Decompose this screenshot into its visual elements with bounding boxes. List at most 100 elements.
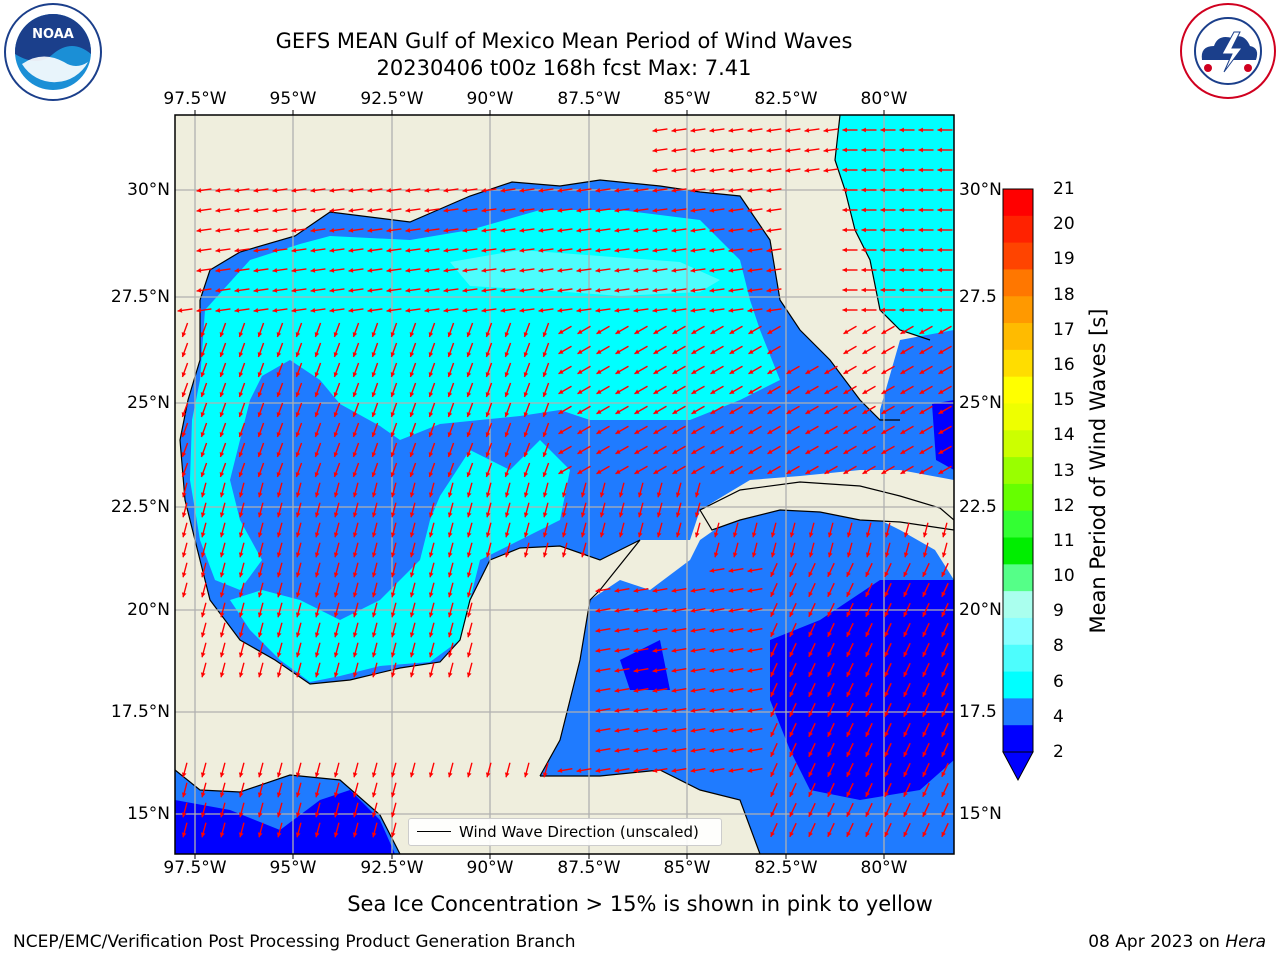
wind-wave-vector-head (462, 188, 468, 193)
wind-wave-vector-head (447, 492, 453, 498)
wind-wave-vector-head (424, 188, 430, 193)
wind-wave-vector-head (710, 349, 716, 354)
wind-wave-vector-head (634, 429, 640, 434)
wind-wave-vector-head (276, 412, 282, 418)
wind-wave-vector-head (941, 771, 946, 777)
wind-wave-vector-head (466, 532, 472, 538)
pacific-coastline (175, 769, 401, 854)
wind-wave-vector-head (804, 168, 810, 173)
wind-wave-vector-head (428, 412, 434, 418)
wind-wave-vector-head (690, 608, 696, 613)
wind-wave-vector-head (371, 432, 377, 438)
wind-wave-vector-head (257, 672, 263, 678)
wind-wave-vector-head (538, 188, 544, 193)
colorbar-tick-label: 4 (1053, 706, 1064, 727)
wind-wave-vector-head (728, 568, 734, 573)
wind-wave-vector-head (485, 332, 491, 338)
wind-wave-vector-head (219, 552, 225, 558)
wind-wave-vector-head (538, 308, 544, 313)
wind-wave-vector-head (922, 651, 927, 657)
wind-wave-vector-head (447, 472, 453, 478)
wind-wave-vector-head (215, 208, 221, 213)
wind-wave-vector-head (633, 748, 639, 753)
wind-wave-vector-head (690, 668, 696, 673)
wind-wave-vector-head (941, 532, 947, 538)
wind-wave-vector-head (257, 412, 263, 418)
wind-wave-vector-head (595, 588, 601, 593)
wind-wave-vector-head (728, 648, 734, 653)
wind-wave-vector-head (295, 832, 301, 838)
wind-wave-vector-head (424, 228, 430, 233)
wind-wave-vector-head (466, 472, 472, 478)
wind-wave-vector-head (276, 832, 282, 838)
wind-wave-vector-head (672, 449, 678, 454)
wind-wave-vector-head (371, 612, 377, 618)
wind-wave-vector-head (690, 288, 696, 293)
wind-wave-vector-head (596, 469, 602, 474)
colorbar-segment (1003, 644, 1033, 673)
wind-wave-vector-head (728, 748, 734, 753)
wind-wave-vector-head (348, 208, 354, 213)
wind-wave-vector-head (615, 389, 621, 394)
wind-wave-vector-head (447, 372, 453, 378)
wind-wave-vector-head (596, 349, 602, 354)
wind-wave-vector-head (652, 608, 658, 613)
central-america-coastline (540, 769, 761, 854)
wind-wave-vector-head (595, 228, 601, 233)
wind-wave-vector-head (447, 392, 453, 398)
wind-wave-vector-head (595, 708, 601, 713)
wind-wave-vector-head (865, 532, 871, 538)
wind-wave-vector-head (633, 268, 639, 273)
wind-wave-vector-head (257, 452, 263, 458)
wind-wave-vector-head (634, 349, 640, 354)
wind-wave-vector-head (314, 372, 320, 378)
wind-wave-vector-head (504, 472, 510, 478)
wind-wave-vector-head (390, 592, 396, 598)
wind-wave-vector-head (653, 429, 659, 434)
wind-wave-vector-head (238, 472, 244, 478)
wind-wave-vector-head (614, 268, 620, 273)
wind-wave-vector-head (728, 608, 734, 613)
wind-wave-vector-head (215, 288, 221, 293)
wind-wave-vector-head (938, 329, 944, 334)
wind-wave-vector-head (466, 572, 472, 578)
colorbar-tick-label: 16 (1053, 354, 1075, 375)
wind-wave-vector-head (694, 512, 700, 518)
wind-wave-vector-head (709, 728, 715, 733)
wind-wave-vector-head (257, 352, 263, 358)
wind-wave-vector-head (181, 572, 187, 578)
wind-wave-vector-head (884, 751, 889, 757)
wind-wave-vector-head (614, 648, 620, 653)
wind-wave-vector-head (808, 711, 813, 717)
wind-wave-vector-head (200, 472, 206, 478)
wind-wave-vector-head (181, 352, 187, 358)
wind-wave-vector-head (691, 469, 697, 474)
wind-wave-vector-head (181, 592, 187, 598)
wind-wave-vector-head (390, 372, 396, 378)
colorbar-tick-label: 8 (1053, 636, 1064, 657)
wind-wave-vector-head (219, 512, 225, 518)
wind-wave-vector-head (405, 268, 411, 273)
wind-wave-vector-head (504, 352, 510, 358)
wind-wave-vector-head (181, 472, 187, 478)
wind-wave-vector-head (903, 771, 908, 777)
wind-wave-vector-head (595, 728, 601, 733)
wind-wave-vector-head (390, 832, 396, 838)
wind-wave-vector-head (558, 369, 564, 374)
wind-wave-vector-head (196, 268, 202, 273)
wind-wave-vector-head (466, 652, 472, 658)
wind-wave-vector-head (291, 248, 297, 253)
wind-wave-vector-head (276, 452, 282, 458)
wind-wave-vector-head (390, 512, 396, 518)
wind-wave-vector-head (710, 429, 716, 434)
wind-wave-vector-head (918, 187, 923, 193)
wind-wave-vector-head (310, 248, 316, 253)
wind-wave-vector-head (709, 608, 715, 613)
wind-wave-vector-head (390, 572, 396, 578)
wind-wave-vector-head (808, 571, 813, 577)
wind-wave-vector-head (409, 652, 415, 658)
wind-wave-vector-head (428, 332, 434, 338)
wind-wave-vector-head (747, 648, 753, 653)
chart-subtitle: 20230406 t00z 168h fcst Max: 7.41 (376, 56, 752, 80)
wind-wave-vector-head (310, 268, 316, 273)
